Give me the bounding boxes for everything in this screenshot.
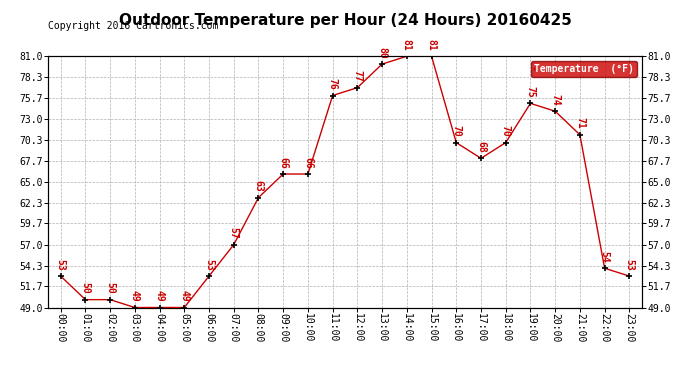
Text: 81: 81 bbox=[402, 39, 412, 51]
Text: 81: 81 bbox=[426, 39, 437, 51]
Text: 49: 49 bbox=[179, 290, 189, 302]
Text: 75: 75 bbox=[526, 86, 535, 98]
Text: 63: 63 bbox=[253, 180, 264, 192]
Text: 71: 71 bbox=[575, 117, 585, 129]
Text: 50: 50 bbox=[81, 282, 90, 294]
Text: 54: 54 bbox=[600, 251, 609, 262]
Text: 76: 76 bbox=[328, 78, 337, 90]
Text: 53: 53 bbox=[56, 259, 66, 270]
Text: 49: 49 bbox=[130, 290, 140, 302]
Text: 68: 68 bbox=[476, 141, 486, 153]
Text: 49: 49 bbox=[155, 290, 164, 302]
Text: 50: 50 bbox=[105, 282, 115, 294]
Text: 57: 57 bbox=[229, 227, 239, 239]
Text: 66: 66 bbox=[278, 157, 288, 168]
Text: 74: 74 bbox=[550, 94, 560, 106]
Text: 80: 80 bbox=[377, 47, 387, 58]
Text: 53: 53 bbox=[204, 259, 214, 270]
Text: 70: 70 bbox=[501, 125, 511, 137]
Text: Copyright 2016 Cartronics.com: Copyright 2016 Cartronics.com bbox=[48, 21, 219, 31]
Text: 53: 53 bbox=[624, 259, 634, 270]
Text: Outdoor Temperature per Hour (24 Hours) 20160425: Outdoor Temperature per Hour (24 Hours) … bbox=[119, 13, 571, 28]
Text: 70: 70 bbox=[451, 125, 461, 137]
Text: 66: 66 bbox=[303, 157, 313, 168]
Legend: Temperature  (°F): Temperature (°F) bbox=[531, 61, 637, 77]
Text: 77: 77 bbox=[353, 70, 362, 82]
